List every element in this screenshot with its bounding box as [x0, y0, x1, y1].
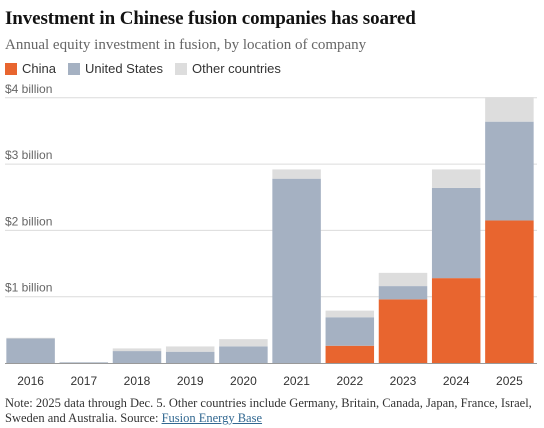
bar-united-states-2022 [325, 317, 375, 346]
bar-united-states-2025 [485, 121, 534, 221]
chart-legend: China United States Other countries [5, 61, 293, 76]
bar-united-states-2021 [272, 178, 321, 363]
legend-swatch-other-countries [175, 62, 188, 75]
bar-united-states-2017 [59, 362, 109, 363]
y-tick-label: $4 billion [5, 82, 52, 96]
bar-other-countries-2022 [325, 310, 375, 318]
bar-other-countries-2018 [112, 348, 162, 352]
chart-subtitle: Annual equity investment in fusion, by l… [5, 37, 367, 53]
bar-united-states-2023 [378, 286, 428, 300]
x-tick-label: 2019 [177, 374, 204, 388]
stacked-bar-chart: $1 billion $2 billion $3 billion $4 billion… [5, 82, 537, 388]
bar-other-countries-2019 [165, 346, 215, 352]
x-tick-label: 2024 [443, 374, 470, 388]
y-tick-label: $3 billion [5, 148, 52, 162]
bar-other-countries-2021 [272, 169, 321, 179]
x-tick-label: 2023 [390, 374, 417, 388]
bar-united-states-2016 [6, 338, 55, 363]
x-tick-label: 2021 [283, 374, 310, 388]
legend-label-other-countries: Other countries [192, 61, 281, 76]
bar-other-countries-2016 [6, 337, 55, 339]
x-tick-label: 2020 [230, 374, 257, 388]
chart-note: Note: 2025 data through Dec. 5. Other co… [5, 396, 535, 426]
source-link[interactable]: Fusion Energy Base [161, 411, 263, 425]
bar-united-states-2018 [112, 351, 162, 363]
x-tick-label: 2018 [124, 374, 151, 388]
y-tick-label: $2 billion [5, 214, 52, 228]
x-tick-label: 2022 [336, 374, 363, 388]
legend-swatch-united-states [67, 62, 80, 75]
x-tick-label: 2017 [70, 374, 97, 388]
chart-title: Investment in Chinese fusion companies h… [5, 8, 416, 29]
legend-item-united-states: United States [67, 61, 164, 76]
legend-swatch-china [5, 62, 17, 75]
bar-united-states-2020 [219, 346, 268, 363]
bar-china-2023 [378, 299, 428, 363]
bar-united-states-2019 [165, 351, 215, 363]
bar-other-countries-2024 [431, 169, 481, 188]
y-tick-label: $1 billion [5, 281, 52, 295]
bar-other-countries-2023 [378, 272, 428, 287]
bar-china-2022 [325, 345, 375, 363]
legend-item-china: China [5, 61, 56, 76]
legend-item-other-countries: Other countries [175, 61, 281, 76]
bar-china-2024 [431, 278, 481, 363]
note-text: Note: 2025 data through Dec. 5. Other co… [5, 396, 532, 425]
bar-united-states-2024 [431, 187, 481, 279]
bar-other-countries-2020 [219, 339, 268, 347]
legend-label-united-states: United States [84, 61, 164, 76]
bar-china-2025 [485, 220, 534, 363]
x-tick-label: 2016 [17, 374, 44, 388]
bar-other-countries-2025 [485, 97, 534, 122]
legend-label-china: China [22, 61, 56, 76]
x-tick-label: 2025 [496, 374, 523, 388]
